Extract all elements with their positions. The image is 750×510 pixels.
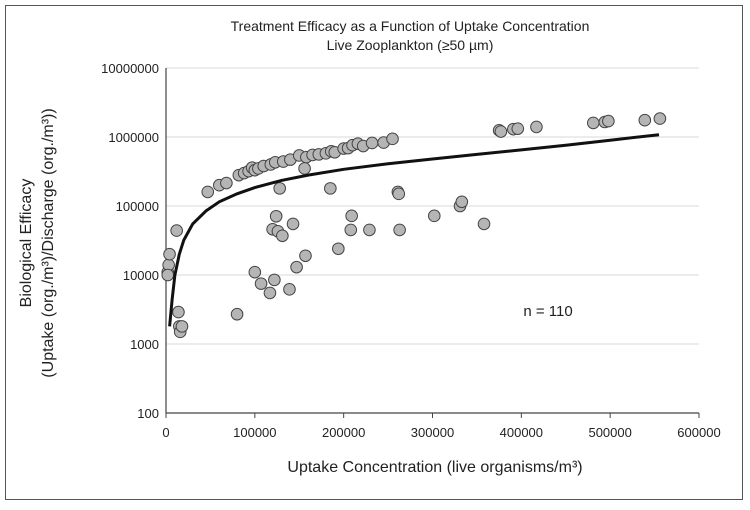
- data-point: [602, 114, 615, 128]
- chart-title: Treatment Efficacy as a Function of Upta…: [231, 18, 590, 34]
- data-point: [254, 277, 268, 290]
- data-point: [477, 217, 491, 231]
- data-point: [263, 286, 277, 300]
- data-point: [332, 242, 345, 256]
- y-axis-label-line1: Biological Efficacy: [18, 179, 35, 308]
- data-point: [161, 268, 175, 282]
- data-point: [175, 320, 189, 333]
- gridlines: [166, 67, 699, 345]
- data-point: [363, 223, 376, 237]
- data-point: [220, 176, 233, 190]
- data-point: [172, 305, 185, 319]
- data-point: [427, 209, 441, 223]
- x-tick-label: 400000: [500, 425, 543, 440]
- data-point: [530, 120, 543, 134]
- x-tick-label: 600000: [677, 425, 720, 440]
- data-point: [170, 224, 183, 237]
- x-axis-ticks: 0 100000 200000 300000 400000 500000 600000: [162, 413, 721, 440]
- data-point: [283, 283, 296, 296]
- y-tick-label: 100: [137, 406, 159, 421]
- x-tick-label: 0: [162, 425, 169, 440]
- data-point: [511, 122, 525, 135]
- data-point: [345, 209, 358, 223]
- data-points: [161, 112, 667, 339]
- y-tick-label: 100000: [116, 199, 159, 214]
- data-point: [653, 112, 667, 125]
- data-point: [268, 273, 281, 287]
- data-point: [386, 132, 399, 146]
- trend-line: [168, 133, 660, 327]
- data-point: [290, 260, 303, 274]
- data-point: [586, 116, 600, 130]
- data-point: [269, 209, 283, 223]
- chart-subtitle: Live Zooplankton (≥50 µm): [327, 37, 494, 53]
- x-tick-label: 100000: [233, 425, 276, 440]
- sample-size-annotation: n = 110: [523, 303, 572, 320]
- data-point: [273, 182, 287, 195]
- x-tick-label: 500000: [588, 425, 631, 440]
- data-point: [298, 162, 311, 175]
- y-axis-label-line2: (Uptake (org./m³)/Discharge (org./m³)): [40, 108, 57, 377]
- data-point: [324, 182, 337, 195]
- y-tick-label: 10000000: [101, 61, 159, 76]
- axes: [165, 68, 699, 414]
- data-point: [286, 217, 300, 231]
- x-tick-label: 300000: [411, 425, 454, 440]
- y-tick-label: 10000: [123, 268, 159, 283]
- data-point: [276, 229, 289, 243]
- data-point: [365, 136, 379, 150]
- y-tick-label: 1000: [130, 337, 159, 352]
- x-axis-label: Uptake Concentration (live organisms/m³): [287, 459, 582, 476]
- data-point: [299, 249, 312, 263]
- chart-frame: Treatment Efficacy as a Function of Upta…: [5, 5, 743, 500]
- data-point: [230, 307, 244, 321]
- x-tick-label: 200000: [322, 425, 365, 440]
- data-point: [163, 247, 176, 261]
- data-point: [638, 113, 652, 127]
- y-tick-label: 1000000: [108, 130, 159, 145]
- data-point: [201, 185, 215, 199]
- data-point: [393, 223, 406, 237]
- data-point: [392, 187, 406, 201]
- y-axis-ticks: 100 1000 10000 100000 1000000 10000000: [101, 61, 159, 421]
- scatter-chart: Treatment Efficacy as a Function of Upta…: [18, 18, 721, 476]
- data-point: [344, 223, 358, 237]
- data-point: [455, 195, 469, 209]
- data-point: [494, 125, 508, 138]
- data-point: [248, 265, 262, 279]
